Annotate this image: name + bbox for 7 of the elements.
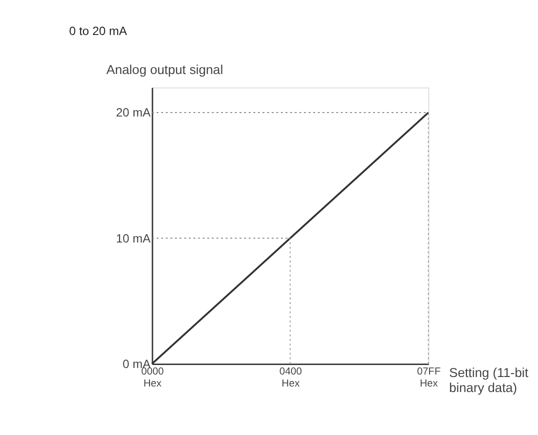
- y-axis-title: Analog output signal: [106, 62, 224, 78]
- x-tick-label: 07FF Hex: [417, 366, 441, 390]
- y-tick-label: 20 mA: [116, 106, 151, 120]
- y-tick-label: 10 mA: [116, 231, 151, 246]
- chart-title: 0 to 20 mA: [69, 24, 127, 38]
- x-tick-label: 0400 Hex: [279, 366, 302, 390]
- x-axis-title: Setting (11-bit binary data): [449, 365, 529, 395]
